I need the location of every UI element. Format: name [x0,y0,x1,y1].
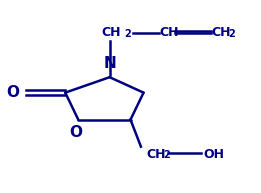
Text: N: N [103,56,116,71]
Text: CH: CH [102,26,121,39]
Text: 2: 2 [228,29,235,39]
Text: O: O [7,85,20,100]
Text: CH: CH [146,148,166,161]
Text: CH: CH [211,26,231,39]
Text: 2: 2 [124,29,131,39]
Text: 2: 2 [163,150,170,160]
Text: CH: CH [159,26,179,39]
Text: OH: OH [204,148,224,161]
Text: O: O [69,125,82,141]
